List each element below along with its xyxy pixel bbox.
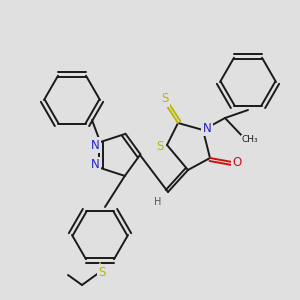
Text: O: O	[232, 155, 242, 169]
Text: N: N	[91, 158, 100, 171]
Text: S: S	[161, 92, 169, 106]
Text: N: N	[91, 139, 100, 152]
Text: N: N	[202, 122, 211, 134]
Text: H: H	[154, 197, 162, 207]
Text: CH₃: CH₃	[242, 136, 258, 145]
Text: S: S	[98, 266, 106, 278]
Text: S: S	[156, 140, 164, 154]
